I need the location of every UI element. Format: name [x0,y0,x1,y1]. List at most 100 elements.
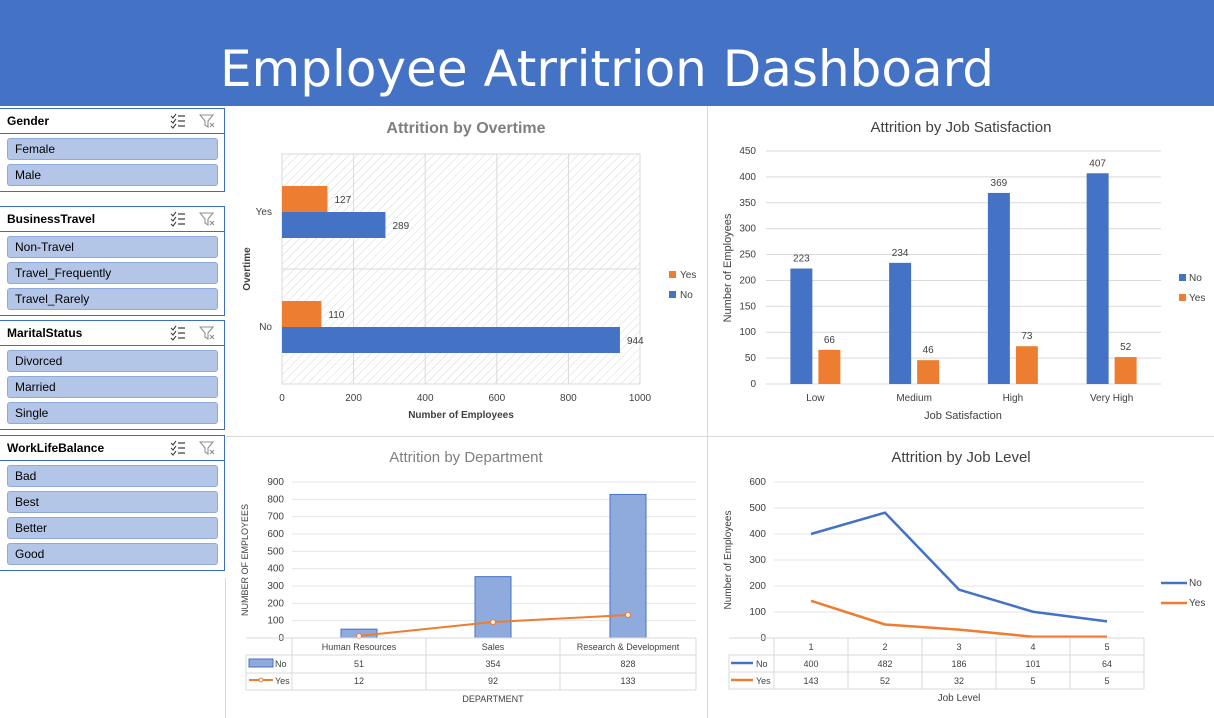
category-label: Human Resources [322,642,397,652]
multi-select-icon[interactable] [170,440,186,456]
table-value: 92 [488,676,498,686]
y-tick-label: 100 [749,607,766,618]
y-tick-label: 400 [749,529,766,540]
data-label: 234 [892,248,909,259]
clear-filter-icon[interactable] [199,325,215,341]
slicer-worklifebalance: WorkLifeBalance Bad Best Better Good [0,435,225,571]
x-tick-label: 0 [279,393,285,404]
slicer-item-divorced[interactable]: Divorced [7,350,218,372]
table-value: 5 [1030,676,1035,686]
slicer-item-better[interactable]: Better [7,517,218,539]
clear-filter-icon[interactable] [199,211,215,227]
y-tick-label: No [259,322,272,333]
x-tick-label: Medium [896,393,932,404]
x-tick-label: 600 [488,393,505,404]
chart-attrition-by-department: Attrition by Department01002003004005006… [240,449,697,704]
clear-filter-icon[interactable] [199,113,215,129]
category-label: Research & Development [577,642,680,652]
data-label: 66 [824,335,836,346]
legend-label: No [680,290,693,301]
data-label: 223 [793,254,810,265]
y-tick-label: 0 [750,379,756,390]
y-tick-label: 300 [267,581,284,592]
legend-label: No [1189,273,1202,284]
y-tick-label: Yes [256,207,272,218]
y-tick-label: 200 [749,581,766,592]
chart-attrition-by-job-satisfaction: Attrition by Job Satisfaction 0 50 100 150 20… [722,119,1205,422]
y-tick-label: 700 [267,512,284,523]
table-value: 32 [954,676,964,686]
y-tick-label: 300 [739,224,756,235]
slicer-item-male[interactable]: Male [7,164,218,186]
slicer-maritalstatus: MaritalStatus Divorced Married Single [0,320,225,430]
multi-select-icon[interactable] [170,113,186,129]
slicer-item-bad[interactable]: Bad [7,465,218,487]
slicer-item-female[interactable]: Female [7,138,218,160]
point-yes [624,611,632,619]
chart-attrition-by-overtime: Attrition by Overtime 0 200 400 600 800 1000 Ye… [242,120,696,421]
x-tick-label: 800 [560,393,577,404]
slicer-item-travel-rarely[interactable]: Travel_Rarely [7,288,218,310]
chart-title: Attrition by Job Level [891,449,1030,466]
slicer-item-travel-frequently[interactable]: Travel_Frequently [7,262,218,284]
table-value: 186 [951,659,966,669]
chart-attrition-by-job-level: Attrition by Job Level010020030040050060… [723,449,1205,704]
slicer-title: Gender [7,114,50,128]
slicer-item-best[interactable]: Best [7,491,218,513]
slicer-header: WorkLifeBalance [0,436,224,461]
chart-title: Attrition by Overtime [386,120,545,137]
slicer-header: BusinessTravel [0,207,224,232]
slicer-header: MaritalStatus [0,321,224,346]
data-label: 407 [1089,158,1106,169]
table-value: 5 [1104,676,1109,686]
bar-no [790,268,813,384]
table-value: 482 [877,659,892,669]
legend-swatch [1179,294,1186,301]
slicer-item-single[interactable]: Single [7,402,218,424]
bar-yes [282,186,328,212]
y-tick-label: 500 [749,503,766,514]
data-label: 110 [328,310,344,321]
y-tick-label: 100 [739,327,756,338]
series-label: Yes [756,676,771,686]
y-tick-label: 800 [267,494,284,505]
bar-no [1086,173,1109,384]
table-value: 354 [485,659,500,669]
bar-yes [282,301,322,327]
category-label: 1 [808,642,813,652]
slicer-item-non-travel[interactable]: Non-Travel [7,236,218,258]
y-tick-label: 500 [267,546,284,557]
table-value: 133 [620,676,635,686]
line-yes [810,599,1107,638]
data-label: 127 [334,195,351,206]
panel-divider-horizontal [226,436,1214,437]
y-axis-label: Number of Employees [722,213,734,322]
bar-no [282,327,620,353]
line-no [810,511,1108,623]
y-tick-label: 600 [749,477,766,488]
category-label: 4 [1030,642,1035,652]
multi-select-icon[interactable] [170,325,186,341]
series-label: No [756,659,768,669]
slicer-item-married[interactable]: Married [7,376,218,398]
clear-filter-icon[interactable] [199,440,215,456]
table-value: 64 [1102,659,1112,669]
table-value: 52 [880,676,890,686]
y-axis-label: NUMBER OF EMPLOYEES [240,504,250,616]
chart-title: Attrition by Job Satisfaction [871,119,1052,136]
multi-select-icon[interactable] [170,211,186,227]
table-value: 12 [354,676,364,686]
slicer-item-good[interactable]: Good [7,543,218,565]
category-label: 2 [882,642,887,652]
legend-swatch [669,291,676,298]
data-label: 369 [991,178,1008,189]
x-tick-label: High [1003,393,1024,404]
legend-label: Yes [1189,598,1205,609]
dashboard-title: Employee Atrritrion Dashboard [219,40,995,98]
y-axis-label: Number of Employees [723,511,734,610]
y-tick-label: 400 [267,564,284,575]
category-label: 5 [1104,642,1109,652]
y-axis-label: Overtime [242,247,253,291]
table-value: 101 [1025,659,1040,669]
bar-yes [818,349,841,384]
